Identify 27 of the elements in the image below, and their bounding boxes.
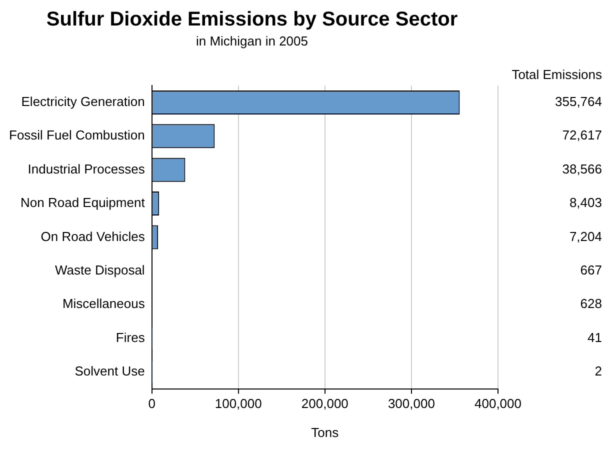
y-tick-label: Fossil Fuel Combustion [9,128,145,143]
chart-subtitle: in Michigan in 2005 [196,33,308,48]
data-label: 667 [580,262,602,278]
data-label: 7,204 [569,228,602,244]
data-label: 38,566 [562,161,602,176]
x-tick-label: 300,000 [388,396,435,412]
y-tick-label: Fires [116,330,146,345]
y-tick-label: Solvent Use [74,364,145,379]
y-tick-label: Electricity Generation [21,94,145,110]
data-label: 72,617 [562,128,602,143]
x-tick-label: 0 [148,396,156,412]
data-label: 41 [588,330,602,345]
data-label: 8,403 [569,195,602,210]
y-tick-label: Industrial Processes [28,161,146,176]
y-tick-label: Miscellaneous [62,296,146,312]
y-tick-label: Non Road Equipment [20,195,146,210]
y-tick-label: On Road Vehicles [40,228,146,244]
x-tick-label: 100,000 [214,396,262,412]
chart-title: Sulfur Dioxide Emissions by Source Sector [46,8,458,31]
y-tick-label: Waste Disposal [55,262,145,278]
data-label: 355,764 [555,94,602,110]
data-label: 2 [594,364,602,379]
x-axis-title: Tons [311,424,340,440]
text: Total Emissions [512,67,602,82]
data-label: 628 [580,296,602,312]
x-tick-label: 400,000 [474,396,522,412]
x-tick-label: 200,000 [301,396,348,412]
